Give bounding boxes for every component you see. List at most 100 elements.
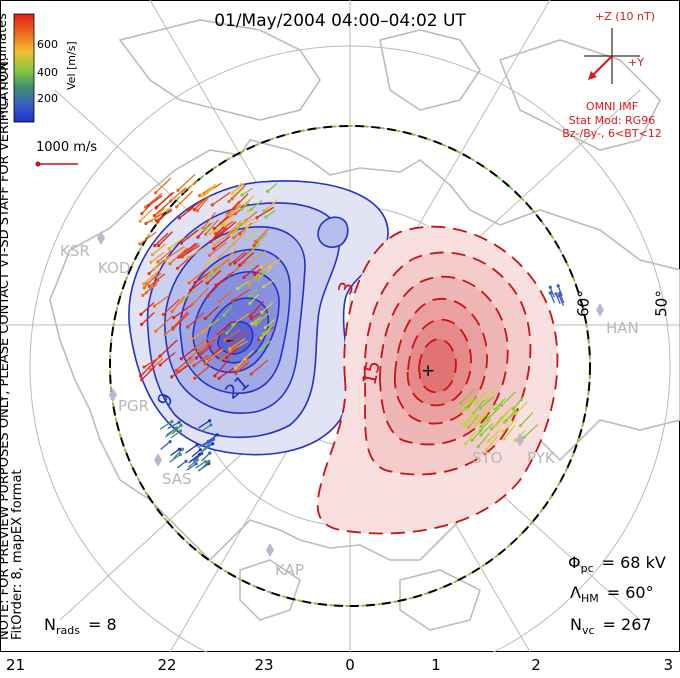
vector-line xyxy=(201,452,211,462)
mlt-tick: 22 xyxy=(157,656,176,674)
vector-line xyxy=(203,438,214,447)
vector-line xyxy=(213,215,229,230)
radar-kap-marker xyxy=(266,543,274,557)
vector-line xyxy=(559,292,565,304)
vector-line xyxy=(194,364,211,379)
vector-line xyxy=(214,359,229,377)
imf-source: OMNI IMF xyxy=(586,100,638,113)
vector-line xyxy=(214,220,234,235)
vector-line xyxy=(243,264,260,278)
vector-line xyxy=(214,258,230,271)
vector-line xyxy=(145,279,160,294)
vector-line xyxy=(180,347,196,360)
vector-line xyxy=(231,185,246,200)
vector-line xyxy=(199,446,209,454)
vector-line xyxy=(267,182,278,192)
vector-line xyxy=(460,388,475,404)
vector-line xyxy=(206,183,217,194)
vector-line xyxy=(149,273,166,287)
radar-sites xyxy=(97,231,604,557)
vector-line xyxy=(193,354,210,367)
vector-line xyxy=(226,220,242,237)
vector-line xyxy=(249,300,265,317)
vector-line xyxy=(204,305,220,320)
vector-line xyxy=(193,196,208,211)
velocity-vectors xyxy=(138,173,565,472)
vector-line xyxy=(143,355,163,368)
vector-line xyxy=(177,173,196,191)
vector-line xyxy=(150,251,165,263)
vector-line xyxy=(159,351,176,366)
vector-line xyxy=(555,293,561,305)
vector-line xyxy=(195,461,206,469)
vector-line xyxy=(204,221,215,231)
phi-pc: Φpc = 68 kV xyxy=(568,553,666,575)
vector-line xyxy=(196,345,213,359)
vector-line xyxy=(168,236,185,250)
vector-line xyxy=(503,424,516,440)
vector-line xyxy=(462,411,477,425)
vector-line xyxy=(209,318,220,326)
vector-line xyxy=(192,288,209,305)
radar-labels: KSR KOD PGR SAS KAP HAN STO PYK xyxy=(60,242,639,579)
coord-label: MLT coordinates xyxy=(0,13,10,118)
vector-line xyxy=(153,295,170,307)
vector-line xyxy=(176,190,194,208)
vector-line xyxy=(472,399,485,414)
vector-line xyxy=(160,441,171,450)
n-vc: Nvc = 267 xyxy=(570,615,652,637)
radar-han-marker xyxy=(596,303,604,317)
colorbar-tick: 400 xyxy=(37,66,58,79)
vector-line xyxy=(143,273,158,289)
vector-line xyxy=(476,391,488,404)
vector-line xyxy=(247,229,260,240)
vector-line xyxy=(172,311,189,329)
vector-line xyxy=(477,432,491,447)
fit-order: FitOrder: 8, mapEX format xyxy=(10,469,25,640)
hm-boundary xyxy=(109,125,591,607)
vector-line xyxy=(167,421,180,430)
vector-line xyxy=(139,231,157,245)
vector-line xyxy=(155,192,173,209)
vector-line xyxy=(176,460,187,469)
vector-line xyxy=(170,448,180,457)
vector-line xyxy=(248,243,261,254)
radar-ksr-marker xyxy=(97,231,105,245)
vector-line xyxy=(141,311,155,325)
vector-line xyxy=(201,424,212,432)
vector-line xyxy=(188,245,207,259)
vector-line xyxy=(140,302,155,315)
vector-line xyxy=(233,181,243,193)
vector-line xyxy=(173,304,192,319)
vector-line xyxy=(237,280,250,290)
radar-label: SAS xyxy=(162,470,192,488)
vector-line xyxy=(180,229,199,244)
vector-line xyxy=(231,331,249,343)
map-title: 01/May/2004 04:00–04:02 UT xyxy=(214,11,466,31)
vector-line xyxy=(251,316,262,325)
vector-line xyxy=(456,400,472,412)
vector-line xyxy=(213,227,227,240)
vector-line xyxy=(229,337,246,350)
vector-line xyxy=(512,395,525,410)
radar-label: PYK xyxy=(527,449,556,467)
vector-line xyxy=(224,216,235,226)
vector-line xyxy=(159,339,178,357)
vector-line xyxy=(162,298,181,315)
vector-line xyxy=(501,405,515,419)
vector-line xyxy=(186,463,197,471)
vector-line xyxy=(218,241,236,258)
radar-label: KAP xyxy=(275,561,304,579)
vector-line xyxy=(203,264,218,280)
svg-text:+: + xyxy=(421,361,435,381)
vector-line xyxy=(207,280,223,297)
vector-line xyxy=(159,421,173,430)
vector-line xyxy=(171,295,186,312)
vector-line xyxy=(200,338,216,354)
imf-title: +Z (10 nT) xyxy=(595,10,655,23)
vector-line xyxy=(143,269,161,285)
imf-panel: +Z (10 nT) +Y OMNI IMF Stat Mod: RG96 Bz… xyxy=(562,10,662,140)
vector-line xyxy=(171,424,182,435)
vector-line xyxy=(220,210,239,224)
